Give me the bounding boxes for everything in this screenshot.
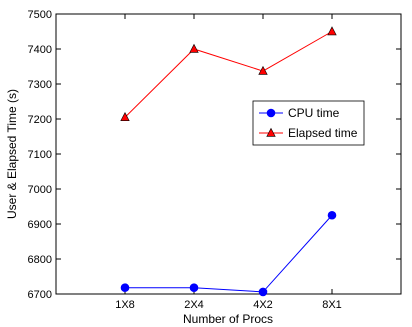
legend-box bbox=[252, 100, 365, 146]
x-tick-label: 2X4 bbox=[184, 299, 204, 311]
y-axis-title: User & Elapsed Time (s) bbox=[5, 89, 19, 219]
y-tick-label: 7500 bbox=[28, 9, 52, 21]
legend: CPU time Elapsed time bbox=[252, 100, 365, 146]
cpu-time-line bbox=[125, 214, 333, 293]
x-tick-label: 4X2 bbox=[253, 299, 273, 311]
y-tick-label: 6700 bbox=[28, 289, 52, 301]
y-tick-label: 7300 bbox=[28, 79, 52, 91]
y-tick-label: 6900 bbox=[28, 219, 52, 231]
y-tick-label: 7400 bbox=[28, 44, 52, 56]
elapsed-time-point bbox=[327, 26, 337, 36]
elapsed-time-point bbox=[189, 43, 199, 53]
y-axis-ticks: 6700 6800 6900 7000 7100 7200 7300 7400 7500 bbox=[28, 9, 401, 301]
cpu-time-point bbox=[189, 283, 199, 293]
y-tick-label: 7100 bbox=[28, 149, 52, 161]
y-tick-label: 7000 bbox=[28, 184, 52, 196]
legend-marker-elapsed-time bbox=[266, 127, 276, 137]
series-layer bbox=[120, 26, 337, 297]
cpu-time-point bbox=[120, 283, 130, 293]
legend-items: CPU time Elapsed time bbox=[259, 106, 358, 140]
elapsed-time-point bbox=[120, 112, 130, 121]
elapsed-time-point bbox=[258, 65, 268, 75]
y-tick-label: 7200 bbox=[28, 114, 52, 126]
y-tick-label: 6800 bbox=[28, 254, 52, 266]
elapsed-time-line bbox=[124, 31, 333, 118]
legend-marker-cpu-time bbox=[266, 108, 276, 118]
x-tick-label: 1X8 bbox=[115, 299, 135, 311]
x-axis-title: Number of Procs bbox=[183, 312, 273, 326]
x-tick-label: 8X1 bbox=[322, 299, 342, 311]
cpu-time-point bbox=[258, 287, 268, 297]
plot-area bbox=[55, 13, 402, 295]
cpu-time-point bbox=[327, 210, 337, 220]
legend-label-cpu-time: CPU time bbox=[288, 106, 340, 120]
legend-label-elapsed-time: Elapsed time bbox=[288, 126, 358, 140]
